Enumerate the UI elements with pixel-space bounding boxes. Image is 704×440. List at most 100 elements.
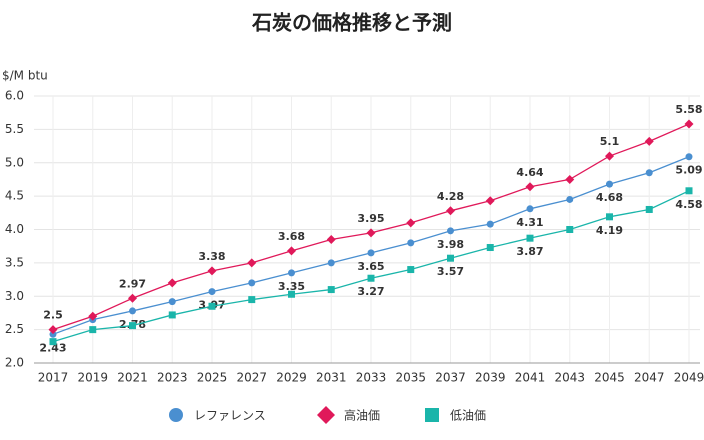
point: [88, 311, 98, 321]
point: [407, 266, 415, 274]
x-tick-label: 2037: [435, 371, 466, 385]
point: [167, 278, 177, 288]
data-label: 4.19: [596, 224, 623, 237]
point: [566, 195, 574, 203]
chart-title: 石炭の価格推移と予測: [251, 11, 452, 35]
point: [645, 169, 653, 177]
x-tick-label: 2033: [356, 371, 387, 385]
point: [685, 187, 693, 195]
point: [287, 246, 296, 256]
data-label: 3.35: [278, 280, 305, 293]
data-label: 3.38: [198, 250, 225, 263]
point: [447, 254, 454, 262]
x-tick-label: 2035: [395, 371, 426, 385]
point: [684, 119, 694, 129]
x-tick-label: 2039: [475, 371, 506, 385]
point: [565, 174, 575, 184]
y-tick-label: 3.5: [5, 255, 24, 269]
y-axis-label: $/M btu: [2, 69, 48, 83]
data-label: 2.43: [39, 341, 66, 354]
data-label: 3.65: [357, 260, 384, 273]
point: [645, 205, 653, 213]
point: [288, 269, 295, 277]
point: [168, 298, 176, 306]
data-label: 3.95: [357, 212, 384, 225]
point: [288, 290, 295, 298]
y-tick-label: 3.0: [5, 289, 24, 303]
point: [525, 182, 535, 192]
point: [606, 213, 613, 221]
point: [446, 206, 455, 216]
legend-marker: [169, 408, 183, 422]
data-label: 3.87: [516, 245, 543, 258]
point: [606, 180, 613, 188]
point: [486, 220, 494, 228]
x-tick-label: 2043: [554, 371, 585, 385]
data-label: 4.64: [516, 166, 543, 179]
point: [566, 226, 574, 233]
data-label: 4.28: [437, 190, 464, 203]
y-tick-label: 2.0: [5, 356, 24, 370]
data-label: 4.58: [675, 198, 702, 211]
point: [207, 266, 217, 276]
data-label: 5.09: [675, 164, 702, 177]
point: [407, 239, 415, 247]
point: [326, 235, 336, 245]
data-label: 2.5: [43, 309, 63, 322]
data-label: 3.68: [278, 230, 305, 243]
data-label: 2.97: [119, 277, 146, 290]
y-tick-label: 4.0: [5, 222, 24, 236]
x-tick-label: 2031: [316, 371, 347, 385]
y-tick-label: 6.0: [5, 89, 24, 103]
point: [685, 153, 693, 161]
y-tick-label: 4.5: [5, 189, 24, 203]
data-label: 4.31: [516, 216, 543, 229]
x-tick-label: 2021: [117, 371, 148, 385]
y-tick-label: 5.0: [5, 155, 24, 169]
point: [89, 326, 97, 334]
legend-label: 高油価: [344, 408, 380, 423]
point: [367, 249, 375, 257]
point: [367, 274, 375, 282]
point: [49, 338, 57, 346]
legend-marker: [425, 408, 439, 422]
point: [486, 244, 494, 252]
data-label: 3.27: [357, 285, 384, 298]
x-tick-label: 2049: [674, 371, 704, 385]
y-tick-label: 5.5: [5, 122, 24, 136]
data-label: 3.98: [437, 238, 464, 251]
point: [129, 322, 136, 330]
data-label: 4.68: [596, 191, 623, 204]
point: [129, 307, 136, 315]
point: [128, 293, 137, 303]
point: [447, 227, 454, 235]
data-label: 5.1: [600, 135, 620, 148]
legend-label: レファレンス: [194, 409, 266, 423]
point: [208, 302, 216, 310]
point: [48, 325, 58, 335]
point: [168, 311, 176, 319]
point: [327, 259, 335, 267]
legend-marker: [317, 406, 335, 424]
x-tick-label: 2047: [634, 371, 665, 385]
point: [248, 279, 256, 287]
point: [366, 228, 376, 238]
point: [644, 136, 654, 146]
x-tick-label: 2025: [197, 371, 228, 385]
x-tick-label: 2023: [157, 371, 188, 385]
x-tick-label: 2041: [515, 371, 546, 385]
point: [526, 205, 534, 213]
x-tick-label: 2045: [594, 371, 625, 385]
point: [526, 234, 534, 242]
x-tick-label: 2027: [236, 371, 267, 385]
legend-label: 低油価: [450, 409, 486, 423]
point: [485, 196, 495, 206]
point: [248, 296, 256, 304]
x-tick-label: 2029: [276, 371, 307, 385]
point: [406, 218, 416, 228]
point: [208, 288, 216, 296]
x-tick-label: 2019: [77, 371, 108, 385]
point: [605, 151, 614, 161]
point: [247, 258, 257, 268]
